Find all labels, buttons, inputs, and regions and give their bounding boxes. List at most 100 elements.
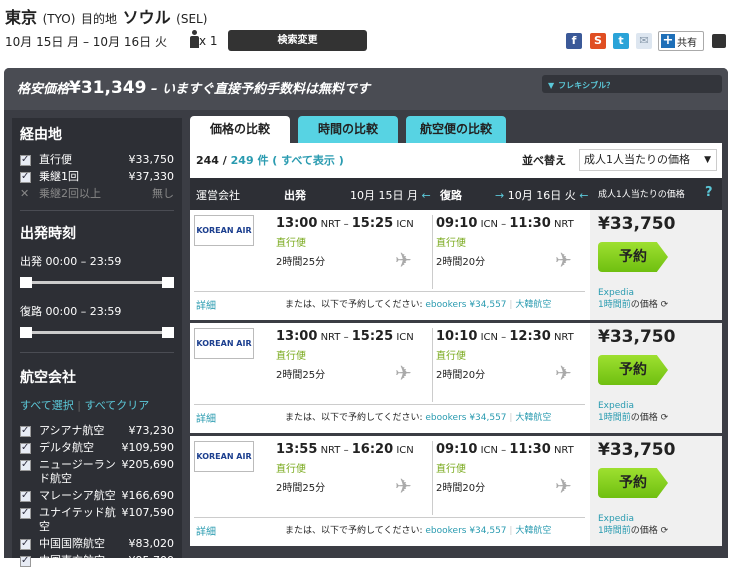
slider-handle[interactable] (162, 277, 174, 288)
trip-dates: 10月 15日 月 – 10月 16日 火 (5, 35, 167, 49)
out-leg: 13:00 NRT – 15:25 ICN 直行便 2時間25分 (276, 329, 414, 381)
airline-heading: 航空会社 (20, 370, 76, 386)
alt-booking: または、以下で予約してください: ebookers ¥34,557 | 大韓航空 (285, 300, 552, 310)
out-leg: 13:00 NRT – 15:25 ICN 直行便 2時間25分 (276, 216, 414, 268)
alt-booking: または、以下で予約してください: ebookers ¥34,557 | 大韓航空 (285, 413, 552, 423)
refresh-icon[interactable]: ⟳ (660, 300, 669, 310)
alt-provider-link[interactable]: ebookers ¥34,557 (425, 413, 507, 423)
airline-filter[interactable]: マレーシア航空¥166,690 (12, 489, 182, 503)
results-bar: 244 / 249 件 ( すべて表示 ) 並べ替え 成人1人当たりの価格 ▼ (190, 143, 722, 178)
airline-filter[interactable]: ユナイテッド航空¥107,590 (12, 506, 182, 534)
flight-result: KOREAN AIR 13:00 NRT – 15:25 ICN 直行便 2時間25… (190, 323, 722, 433)
details-link[interactable]: 詳細 (196, 527, 216, 538)
plane-icon: ✈ (555, 474, 572, 498)
person-icon (190, 30, 199, 48)
airline-filter[interactable]: 中国東方航空¥95,700 (12, 554, 182, 568)
checkbox[interactable] (20, 153, 31, 167)
price-source: Expedia 1時間前の価格 ⟳ (598, 401, 669, 423)
depart-time-slider[interactable] (20, 276, 174, 288)
return-time-slider[interactable] (20, 326, 174, 338)
slider-handle[interactable] (162, 327, 174, 338)
col-price: 成人1人当たりの価格 (598, 190, 685, 200)
tab-price-compare[interactable]: 価格の比較 (190, 116, 290, 143)
triangle-down-icon: ▼ (548, 81, 555, 90)
col-depart: 出発 (284, 189, 306, 202)
book-button[interactable]: 予約 (598, 468, 668, 498)
help-icon[interactable]: ? (705, 185, 713, 200)
tab-time-compare[interactable]: 時間の比較 (298, 116, 398, 143)
show-all-link[interactable]: 249 件 ( すべて表示 ) (230, 154, 344, 167)
route-title: 東京 (TYO) 目的地 ソウル (SEL) (5, 8, 208, 27)
chevron-down-icon: ▼ (704, 155, 711, 165)
price: ¥33,750 (598, 327, 676, 347)
slider-handle[interactable] (20, 327, 32, 338)
book-button[interactable]: 予約 (598, 355, 668, 385)
time-heading: 出発時刻 (20, 226, 76, 242)
depart-date[interactable]: 10月 15日 月 ← (350, 189, 431, 202)
result-count: 244 / 249 件 ( すべて表示 ) (196, 154, 344, 167)
col-return: 復路 (440, 189, 462, 202)
details-link[interactable]: 詳細 (196, 301, 216, 312)
flight-result: KOREAN AIR 13:55 NRT – 16:20 ICN 直行便 2時間25… (190, 436, 722, 546)
refresh-icon[interactable]: ⟳ (660, 526, 669, 536)
alt-provider-link[interactable]: ebookers ¥34,557 (425, 526, 507, 536)
column-header: 運営会社 出発 10月 15日 月 ← 復路 → 10月 16日 火 ← 成人1… (190, 178, 722, 210)
plane-icon: ✈ (395, 361, 412, 385)
book-button[interactable]: 予約 (598, 242, 668, 272)
details-link[interactable]: 詳細 (196, 414, 216, 425)
modify-search-button[interactable]: 検索変更 (228, 30, 367, 51)
alt-provider-link[interactable]: 大韓航空 (515, 300, 552, 310)
select-all-link[interactable]: すべて選択 (20, 399, 74, 412)
plane-icon: ✈ (555, 248, 572, 272)
plane-icon: ✈ (395, 248, 412, 272)
price-source: Expedia 1時間前の価格 ⟳ (598, 514, 669, 536)
alt-provider-link[interactable]: 大韓航空 (515, 413, 552, 423)
checkbox[interactable] (20, 537, 31, 551)
airline-logo: KOREAN AIR (194, 215, 254, 246)
airline-filter[interactable]: デルタ航空¥109,590 (12, 441, 182, 455)
alt-provider-link[interactable]: 大韓航空 (515, 526, 552, 536)
price-column: ¥33,750 予約 Expedia 1時間前の価格 ⟳ (590, 436, 722, 546)
email-icon[interactable]: ✉ (636, 33, 652, 49)
sort-label: 並べ替え (522, 154, 566, 167)
checkbox[interactable] (20, 170, 31, 184)
stop-filter-2plus: ✕ 乗継2回以上 無し (20, 187, 174, 200)
checkbox[interactable] (20, 489, 31, 503)
airline-logo: KOREAN AIR (194, 328, 254, 359)
price: ¥33,750 (598, 440, 676, 460)
price-column: ¥33,750 予約 Expedia 1時間前の価格 ⟳ (590, 323, 722, 433)
stops-heading: 経由地 (20, 127, 62, 143)
airline-filter[interactable]: ニュージーランド航空¥205,690 (12, 458, 182, 486)
clear-all-link[interactable]: すべてクリア (84, 399, 150, 412)
depart-range-label: 出発 00:00 – 23:59 (20, 255, 122, 268)
sort-select[interactable]: 成人1人当たりの価格 ▼ (579, 149, 717, 171)
alt-provider-link[interactable]: ebookers ¥34,557 (425, 300, 507, 310)
plane-icon: ✈ (555, 361, 572, 385)
twitter-icon[interactable]: t (613, 33, 629, 49)
facebook-icon[interactable]: f (566, 33, 582, 49)
checkbox[interactable] (20, 554, 31, 568)
flexible-dropdown[interactable]: ▼ フレキシブル？ (542, 75, 722, 93)
refresh-icon[interactable]: ⟳ (660, 413, 669, 423)
checkbox[interactable] (20, 424, 31, 438)
checkbox[interactable] (20, 458, 31, 472)
ret-leg: 10:10 ICN – 12:30 NRT 直行便 2時間20分 (436, 329, 574, 381)
share-button[interactable]: + 共有 (658, 31, 704, 51)
stumbleupon-icon[interactable]: S (590, 33, 606, 49)
plane-icon: ✈ (395, 474, 412, 498)
airline-filter[interactable]: アシアナ航空¥73,230 (12, 424, 182, 438)
checkbox[interactable] (20, 441, 31, 455)
x-icon: ✕ (20, 187, 30, 200)
return-date[interactable]: → 10月 16日 火 ← (495, 189, 589, 202)
stop-filter-1[interactable]: 乗継1回¥37,330 (12, 170, 182, 184)
slider-handle[interactable] (20, 277, 32, 288)
ret-leg: 09:10 ICN – 11:30 NRT 直行便 2時間20分 (436, 442, 574, 494)
stop-filter-direct[interactable]: 直行便¥33,750 (12, 153, 182, 167)
airline-filter[interactable]: 中国国際航空¥83,020 (12, 537, 182, 551)
print-icon[interactable] (712, 34, 726, 48)
checkbox[interactable] (20, 506, 31, 520)
alt-booking: または、以下で予約してください: ebookers ¥34,557 | 大韓航空 (285, 526, 552, 536)
price-column: ¥33,750 予約 Expedia 1時間前の価格 ⟳ (590, 210, 722, 320)
tab-flight-compare[interactable]: 航空便の比較 (406, 116, 506, 143)
